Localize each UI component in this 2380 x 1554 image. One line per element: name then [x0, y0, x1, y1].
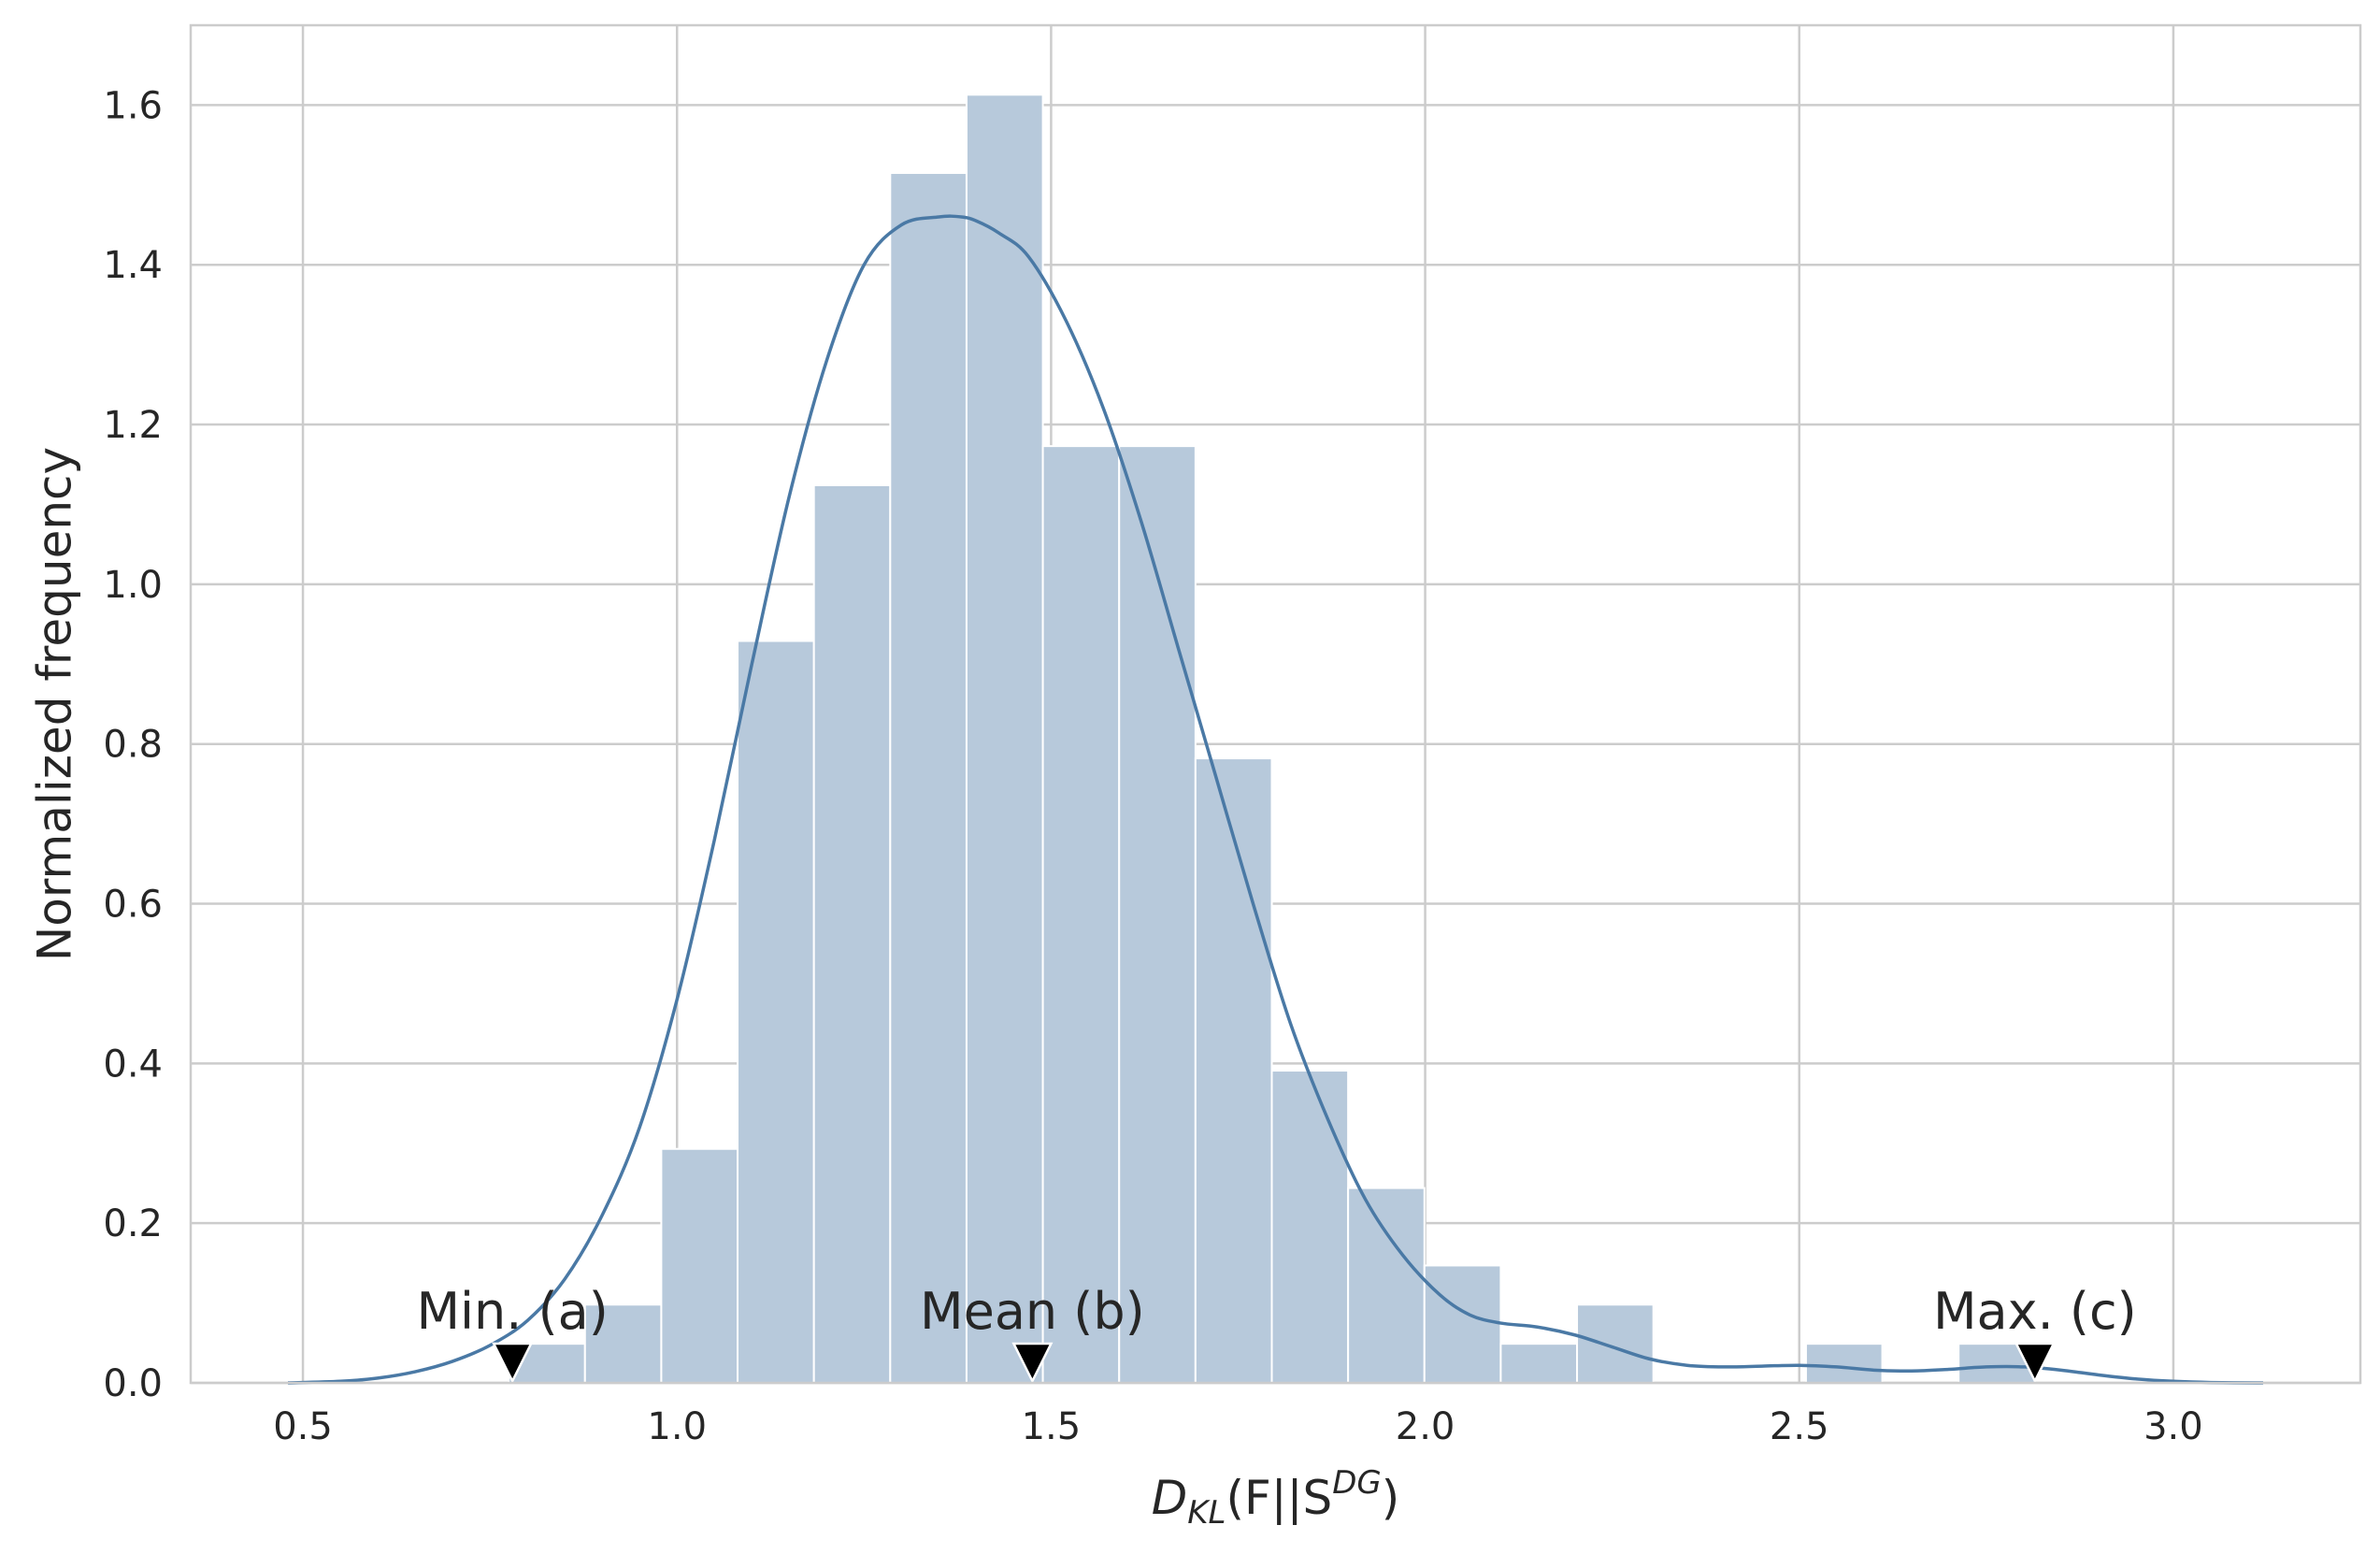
histogram-bars — [508, 94, 2036, 1385]
annotation-label-0: Min. (a) — [416, 1282, 608, 1341]
annotation-marker-2 — [2014, 1342, 2056, 1384]
y-tick-label: 1.4 — [103, 244, 163, 287]
y-tick-label: 0.2 — [103, 1202, 163, 1245]
histogram-bar-11 — [1347, 1187, 1426, 1385]
annotation-label-1: Mean (b) — [920, 1282, 1145, 1341]
x-tick-label: 2.0 — [1396, 1405, 1455, 1448]
x-tick-label: 0.5 — [273, 1405, 333, 1448]
histogram-bar-9 — [1194, 757, 1273, 1384]
histogram-bar-13 — [1499, 1343, 1579, 1384]
y-tick-label: 1.2 — [103, 404, 163, 447]
histogram-bar-4 — [812, 483, 892, 1384]
y-axis-label: Normalized frequency — [28, 447, 82, 961]
x-axis-label-subscript: KL — [1187, 1494, 1226, 1532]
y-tick-label: 0.8 — [103, 724, 163, 767]
histogram-bar-12 — [1423, 1264, 1502, 1384]
plot-frame — [189, 23, 2362, 1385]
histogram-bar-14 — [1576, 1303, 1655, 1385]
x-axis-label: DKL(F||SDG) — [1152, 1464, 1400, 1532]
x-tick-label: 2.5 — [1770, 1405, 1829, 1448]
histogram-bar-6 — [965, 94, 1044, 1385]
x-tick-label: 1.0 — [647, 1405, 707, 1448]
y-tick-label: 0.4 — [103, 1043, 163, 1086]
x-axis-label-middle: (F||S — [1226, 1471, 1333, 1525]
kde-curve-group — [287, 214, 2263, 1385]
annotation-marker-1 — [1011, 1342, 1054, 1384]
x-axis-label-base: D — [1152, 1471, 1188, 1525]
annotation-label-2: Max. (c) — [1933, 1282, 2137, 1341]
histogram-bar-2 — [660, 1147, 739, 1384]
y-tick-label: 1.0 — [103, 564, 163, 607]
annotation-marker-0 — [492, 1342, 534, 1384]
y-tick-labels: 0.0 0.2 0.4 0.6 0.8 1.0 1.2 1.4 1.6 — [103, 84, 163, 1405]
x-axis-label-superscript: DG — [1332, 1464, 1382, 1502]
y-tick-label: 1.6 — [103, 84, 163, 127]
grid — [191, 25, 2360, 1385]
histogram-bar-17 — [1804, 1343, 1884, 1384]
x-tick-labels: 0.5 1.0 1.5 2.0 2.5 3.0 — [273, 1405, 2202, 1448]
annotation-markers: Min. (a) Mean (b) Max. (c) — [416, 1282, 2137, 1384]
y-tick-label: 0.0 — [103, 1362, 163, 1405]
histogram-bar-3 — [737, 640, 815, 1384]
histogram-bar-8 — [1118, 445, 1197, 1384]
kde-curve — [287, 214, 2263, 1385]
x-axis-label-end: ) — [1382, 1471, 1400, 1525]
histogram-bar-5 — [889, 172, 968, 1385]
histogram-bar-7 — [1041, 445, 1121, 1384]
x-tick-label: 1.5 — [1022, 1405, 1082, 1448]
y-tick-label: 0.6 — [103, 884, 163, 927]
histogram-bar-10 — [1270, 1070, 1350, 1385]
x-tick-label: 3.0 — [2143, 1405, 2203, 1448]
